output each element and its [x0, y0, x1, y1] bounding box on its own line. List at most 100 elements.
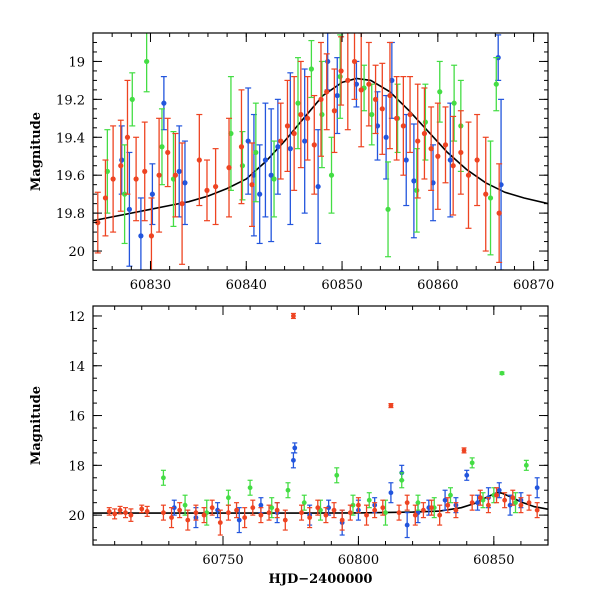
data-point: [213, 183, 219, 190]
data-point: [487, 195, 494, 201]
data-point: [287, 146, 293, 152]
data-point: [185, 517, 191, 523]
data-point: [159, 144, 165, 150]
data-point: [400, 123, 406, 129]
data-point: [518, 502, 524, 508]
y-tick-label: 19: [68, 55, 85, 70]
data-point: [239, 163, 246, 169]
data-point: [226, 495, 231, 501]
data-point: [257, 191, 263, 197]
y-axis-title: Magnitude: [29, 112, 44, 191]
data-point: [171, 505, 177, 511]
data-point: [323, 512, 329, 518]
data-point: [388, 490, 394, 496]
data-point: [502, 497, 508, 503]
data-point: [331, 507, 337, 513]
data-point: [450, 163, 456, 169]
data-point: [372, 96, 379, 102]
data-point: [388, 403, 394, 408]
y-tick-label: 18: [68, 459, 85, 474]
data-point: [176, 168, 182, 175]
data-point: [149, 191, 155, 197]
data-point: [461, 447, 467, 453]
y-tick-label: 14: [68, 360, 85, 375]
data-point: [106, 508, 112, 514]
data-point: [447, 157, 453, 163]
x-tick-label: 60830: [130, 278, 171, 293]
x-tick-label: 60850: [321, 278, 362, 293]
y-tick-label: 19.8: [56, 207, 85, 222]
axis-ticks: [93, 306, 549, 545]
data-point: [404, 500, 410, 506]
series-2: [106, 312, 540, 536]
data-point: [182, 180, 188, 186]
data-point: [483, 191, 489, 197]
data-point: [291, 457, 296, 463]
data-point: [274, 507, 280, 513]
data-point: [380, 505, 386, 511]
data-point: [396, 510, 402, 516]
data-point: [117, 507, 123, 513]
data-point: [161, 100, 167, 106]
top-panel: 60830 60840 60850 60860 60870 19 19.2 19.4 19.6 1…: [29, 32, 554, 293]
data-point: [165, 149, 171, 156]
data-point: [161, 475, 166, 481]
data-point: [437, 512, 443, 518]
x-tick-label: 60850: [473, 553, 514, 568]
y-tick-label: 19.2: [56, 93, 85, 108]
data-point: [415, 138, 421, 144]
data-point: [126, 206, 132, 212]
data-point: [448, 492, 453, 498]
data-point: [513, 500, 518, 506]
data-point: [366, 497, 372, 503]
data-point: [351, 58, 358, 65]
data-point: [334, 472, 340, 478]
data-point: [204, 187, 210, 193]
data-point: [493, 81, 499, 87]
data-point: [112, 511, 118, 517]
data-point: [110, 176, 116, 182]
data-point: [421, 130, 428, 137]
x-tick-label: 60800: [338, 553, 379, 568]
data-point: [411, 178, 417, 184]
series-0: [118, 33, 505, 270]
data-point: [129, 96, 135, 102]
data-point: [364, 512, 369, 518]
data-point: [268, 172, 274, 178]
data-point: [325, 58, 331, 65]
data-point: [347, 510, 353, 516]
data-point: [383, 134, 389, 140]
data-point: [253, 149, 259, 156]
data-point: [403, 157, 409, 163]
data-point: [262, 157, 269, 163]
data-point: [339, 517, 345, 523]
data-point: [124, 134, 131, 140]
data-point: [102, 195, 109, 201]
data-point: [133, 176, 139, 182]
data-point: [172, 172, 178, 178]
data-point: [475, 500, 480, 506]
data-point: [161, 510, 166, 516]
data-point: [193, 510, 199, 516]
data-point: [282, 517, 288, 523]
x-tick-label: 60840: [226, 278, 267, 293]
model-curve: [93, 77, 548, 222]
data-point: [350, 502, 356, 508]
data-point: [404, 522, 410, 528]
data-point: [311, 142, 317, 148]
data-point: [291, 130, 297, 137]
data-point: [412, 512, 418, 518]
data-point: [308, 66, 314, 72]
data-point: [226, 510, 231, 516]
data-point: [356, 502, 361, 508]
data-point: [217, 520, 223, 525]
y-tick-label: 19.6: [56, 169, 85, 184]
data-point: [469, 460, 475, 466]
data-point: [499, 370, 505, 376]
data-point: [266, 510, 272, 516]
data-point: [445, 502, 451, 508]
data-point: [144, 58, 150, 65]
data-point: [507, 502, 513, 508]
data-point: [526, 500, 532, 506]
data-point: [128, 512, 134, 518]
